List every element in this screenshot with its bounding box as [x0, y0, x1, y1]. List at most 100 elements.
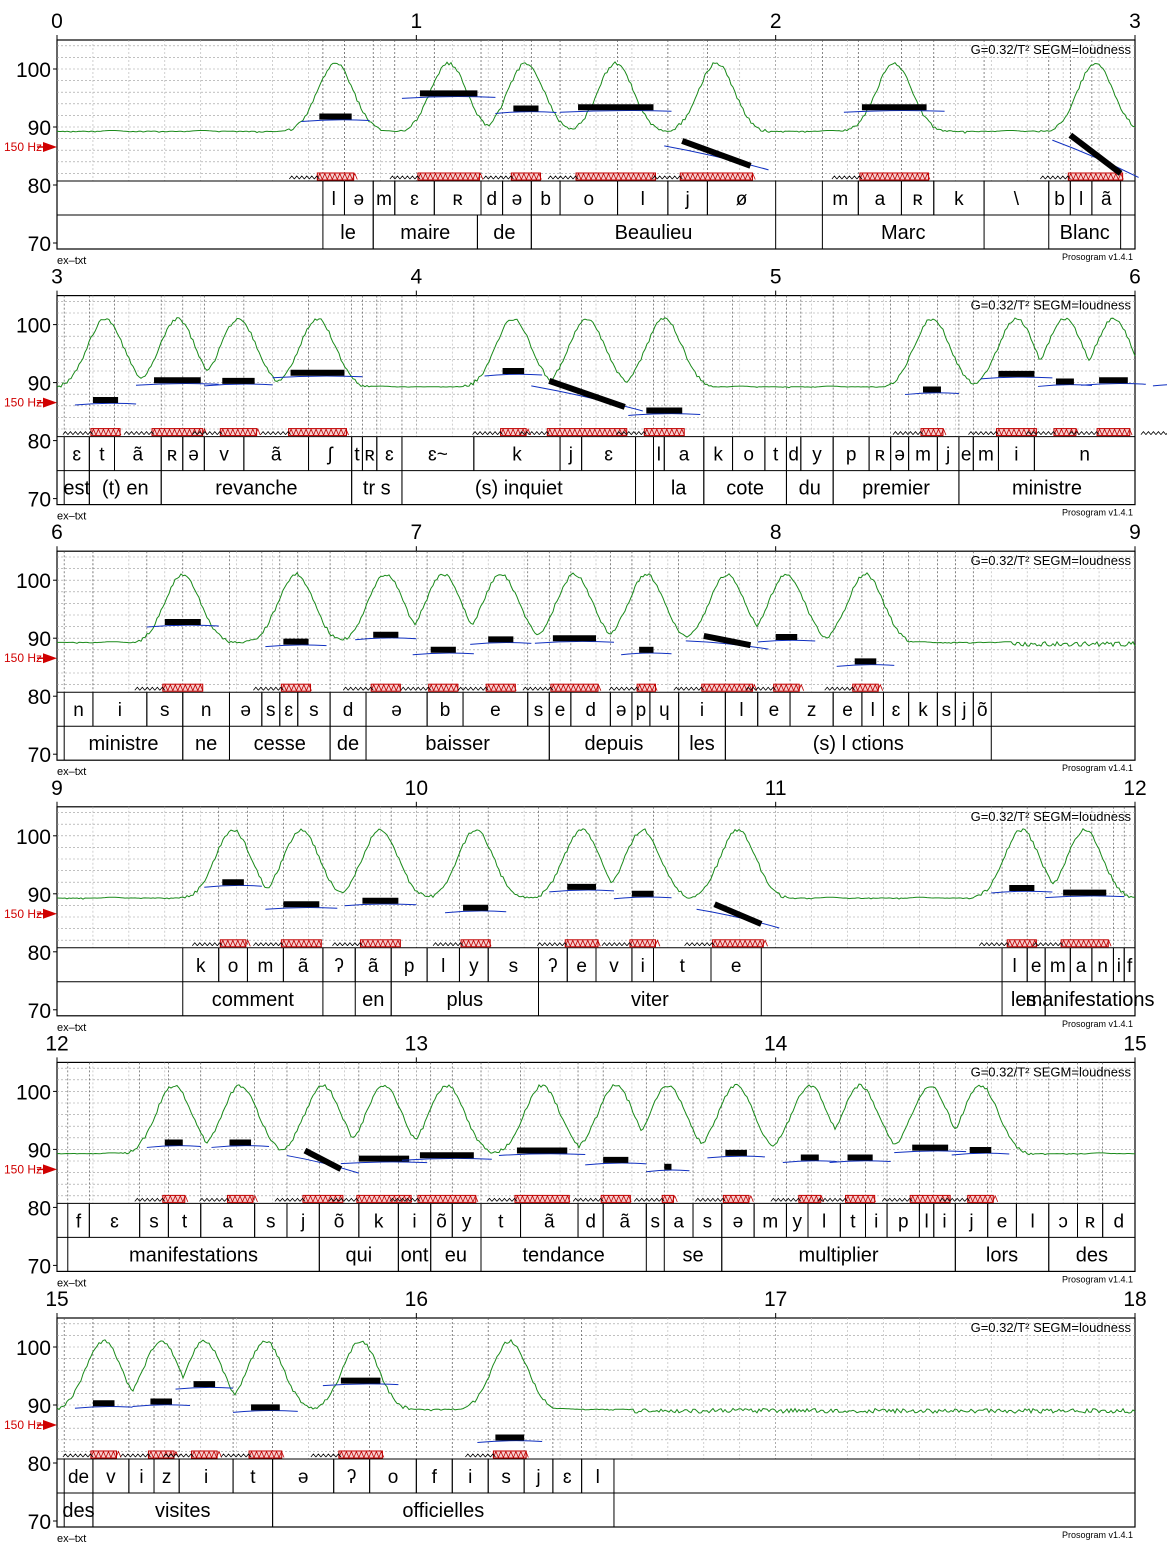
reference-arrow-icon	[43, 397, 57, 408]
pitch-trace	[621, 652, 672, 656]
phone-label: \	[1014, 189, 1020, 210]
word-label: ont	[401, 1244, 429, 1266]
nucleus-hatching	[460, 939, 492, 947]
word-label: tendance	[523, 1244, 605, 1266]
nucleus-hatching	[1060, 939, 1112, 947]
phone-label: e	[769, 700, 780, 721]
segmentation-wave	[220, 1453, 252, 1458]
word-label: les	[1011, 989, 1037, 1011]
segmentation-wave	[572, 1197, 604, 1202]
intensity-contour	[56, 61, 1136, 134]
phone-label: õ	[977, 700, 988, 721]
syllable-tone	[548, 378, 626, 410]
x-tick-label: 1	[410, 10, 422, 33]
phone-label: e	[576, 956, 587, 977]
phone-label: o	[743, 445, 754, 466]
nucleus-hatching	[575, 172, 657, 180]
pitch-trace	[135, 382, 219, 386]
phone-label: k	[713, 445, 723, 466]
phone-label: j	[535, 1467, 540, 1488]
nucleus-hatching	[550, 683, 602, 691]
pitch-trace	[531, 385, 643, 412]
segmentation-wave	[1068, 430, 1100, 435]
word-label: des	[62, 1500, 94, 1522]
segmentation-wave	[892, 430, 924, 435]
nucleus-hatching	[428, 683, 460, 691]
version-label: Prosogram v1.4.1	[1062, 763, 1133, 773]
pitch-trace	[232, 1410, 298, 1413]
pitch-trace	[204, 383, 273, 387]
word-label: ministre	[1012, 478, 1082, 500]
segmentation-wave	[881, 1197, 913, 1202]
phone-label: f	[76, 1211, 82, 1232]
x-tick-label: 16	[405, 1288, 428, 1311]
nucleus-hatching	[600, 1194, 632, 1203]
x-tick-label: 10	[405, 777, 428, 800]
phone-label: e	[555, 700, 566, 721]
strip-5: 70 80 90 100 15 16 17 18 G=0.32/T² SEGM=loudness…	[4, 1288, 1147, 1545]
phone-label: n	[73, 700, 84, 721]
phone-label: a	[1076, 956, 1087, 977]
segmentation-wave	[831, 175, 863, 180]
version-label: Prosogram v1.4.1	[1062, 252, 1133, 262]
phone-label: ʃ	[326, 445, 334, 466]
segmentation-wave	[547, 175, 579, 180]
pitch-trace	[175, 1386, 234, 1390]
pitch-trace	[1081, 382, 1146, 386]
segmentation-wave	[651, 175, 683, 180]
pitch-trace	[470, 642, 532, 645]
nucleus-hatching	[338, 1450, 385, 1458]
y-tick-label: 100	[16, 1081, 51, 1104]
word-label: les	[689, 733, 715, 755]
phone-label: a	[222, 1211, 233, 1232]
strip-2: 70 80 90 100 6 7 8 9 G=0.32/T² SEGM=loudness 150 …	[4, 521, 1141, 778]
segmentation-wave	[939, 1197, 971, 1202]
intensity-contour	[56, 317, 1136, 389]
phone-label: ʀ	[167, 445, 177, 466]
phone-label: ɛ	[410, 189, 419, 210]
phone-label: s	[501, 1467, 511, 1488]
phone-label: l	[1013, 956, 1017, 977]
word-label: de	[493, 222, 515, 244]
phone-label: ʀ	[875, 445, 885, 466]
y-tick-label: 70	[28, 1511, 51, 1534]
pitch-trace	[211, 1145, 270, 1148]
word-label: Beaulieu	[615, 222, 693, 244]
phone-label: ã	[133, 445, 144, 466]
segmentation-wave	[695, 1197, 726, 1202]
nucleus-hatching	[722, 1194, 754, 1203]
segmentation-wave	[310, 1453, 342, 1458]
pitch-trace	[782, 1160, 837, 1164]
nucleus-hatching	[288, 428, 349, 436]
segmentation-wave	[134, 1197, 166, 1202]
phone-label: ʔ	[334, 956, 344, 977]
segmentation-wave	[684, 942, 715, 947]
nucleus-hatching	[316, 172, 358, 180]
phone-label: k	[918, 700, 928, 721]
nucleus-hatching	[1053, 428, 1080, 436]
phone-label: ə	[354, 189, 365, 210]
phone-label: s	[703, 1211, 713, 1232]
phone-label: t	[850, 1211, 856, 1232]
pitch-trace	[664, 145, 769, 171]
reference-label: 150 Hz	[4, 651, 42, 665]
tier-label: ex–txt	[57, 1022, 86, 1034]
phone-label: s	[266, 700, 276, 721]
segmentation-wave	[260, 430, 291, 435]
segmentation-wave	[62, 430, 94, 435]
y-tick-label: 100	[16, 315, 51, 338]
syllable-tone	[703, 632, 752, 649]
phone-label: o	[228, 956, 239, 977]
nucleus-hatching	[219, 428, 261, 436]
y-tick-label: 80	[28, 1197, 51, 1220]
nucleus-hatching	[712, 939, 768, 947]
version-label: Prosogram v1.4.1	[1062, 508, 1133, 518]
reference-arrow-icon	[43, 908, 57, 919]
settings-label: G=0.32/T² SEGM=loudness	[971, 1064, 1132, 1079]
segmentation-wave	[1040, 175, 1071, 180]
segmentation-wave	[673, 686, 705, 691]
segmentation-wave	[457, 686, 489, 691]
settings-label: G=0.32/T² SEGM=loudness	[971, 1320, 1132, 1335]
phone-label: t	[773, 445, 779, 466]
